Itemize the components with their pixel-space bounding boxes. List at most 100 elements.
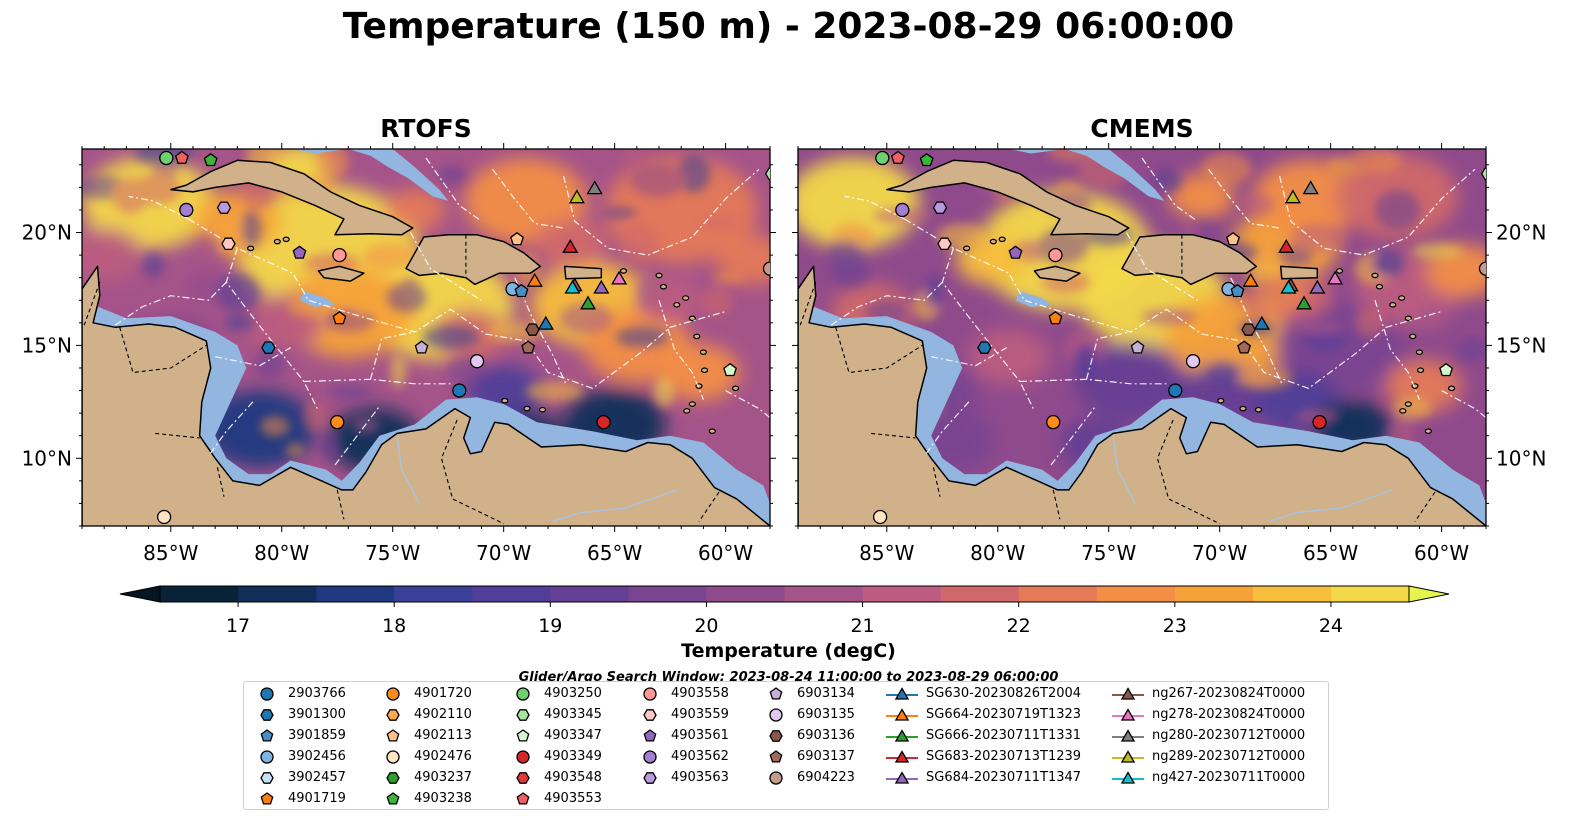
legend-swatch [260, 771, 274, 784]
lon-tick-label: 60°W [1414, 541, 1469, 565]
legend-marker [894, 728, 910, 742]
float-marker-6903137 [1237, 340, 1252, 354]
legend-label: 2903766 [288, 686, 346, 701]
legend-entry: 4901720 [384, 683, 472, 704]
legend-label: 4902110 [414, 707, 472, 722]
legend-swatch [516, 791, 530, 805]
legend: 2903766 3901300 3901859 3902456 3902457 49017… [243, 681, 1329, 810]
legend-marker [1120, 686, 1136, 700]
legend-label: SG684-20230711T1347 [926, 770, 1082, 785]
legend-marker [386, 708, 400, 721]
float-marker-4903558 [1048, 247, 1063, 263]
legend-label: 4903548 [544, 770, 602, 785]
legend-marker [386, 749, 400, 764]
legend-label: 3902456 [288, 749, 346, 764]
lon-tick-label: 75°W [365, 541, 420, 565]
float-marker-4902113 [510, 231, 524, 246]
float-marker-4903238 [203, 152, 218, 167]
legend-entry: SG683-20230713T1239 [886, 746, 1081, 767]
float-marker-6904223 [762, 261, 770, 276]
legend-label: SG683-20230713T1239 [926, 749, 1082, 764]
legend-marker [643, 771, 657, 784]
legend-entry: 4903237 [384, 767, 472, 788]
float-marker-4903561 [1008, 245, 1023, 259]
legend-swatch [260, 686, 274, 701]
float-marker-6904223 [1478, 261, 1486, 276]
glider-marker-SG666-20230711T1331 [1295, 295, 1313, 310]
float-marker-4903561 [292, 245, 307, 259]
legend-label: 4903347 [544, 728, 602, 743]
lat-tick-label: 15°N [22, 333, 72, 357]
legend-marker [516, 749, 530, 764]
legend-marker [516, 708, 530, 721]
legend-label: 4903238 [414, 791, 472, 806]
legend-label: 4903559 [671, 707, 729, 722]
float-marker-4903250 [159, 150, 174, 166]
legend-label: 4903250 [544, 686, 602, 701]
glider-marker-SG683-20230713T1239 [1278, 239, 1295, 253]
float-marker-2903766 [1168, 383, 1183, 398]
legend-entry: 4901719 [258, 788, 346, 809]
legend-marker [260, 791, 274, 805]
legend-swatch [769, 707, 783, 722]
float-marker-4903553 [174, 150, 189, 164]
legend-entry: 6903136 [767, 725, 855, 746]
legend-entry: 4903250 [514, 683, 602, 704]
glider-marker-SG683-20230713T1239 [562, 239, 579, 253]
legend-marker [894, 770, 910, 784]
float-marker-6903134 [414, 340, 429, 354]
float-marker-3901300 [261, 341, 276, 354]
legend-label: SG666-20230711T1331 [926, 728, 1082, 743]
legend-label: 4901720 [414, 686, 472, 701]
legend-entry: 4903347 [514, 725, 602, 746]
legend-entry: 2903766 [258, 683, 346, 704]
glider-marker-SG684-20230711T1347 [1309, 279, 1326, 294]
legend-entry: SG664-20230719T1323 [886, 704, 1081, 725]
float-marker-4903558 [332, 247, 347, 263]
legend-marker [894, 749, 910, 763]
legend-marker [769, 686, 783, 700]
legend-entry: ng278-20230824T0000 [1112, 704, 1305, 725]
legend-swatch [386, 771, 400, 784]
float-marker-6903136 [525, 323, 540, 336]
legend-marker [643, 728, 657, 742]
legend-swatch [516, 749, 530, 764]
float-marker-4901719 [332, 310, 347, 325]
legend-swatch [260, 749, 274, 764]
lon-tick-label: 80°W [254, 541, 309, 565]
glider-marker-ng278-20230824T0000 [611, 270, 628, 285]
legend-marker [643, 708, 657, 721]
float-marker-4903345 [1480, 167, 1486, 181]
legend-marker [516, 771, 530, 784]
legend-swatch [386, 728, 400, 742]
float-marker-4903559 [937, 237, 952, 251]
legend-marker [516, 686, 530, 701]
legend-label: 4903561 [671, 728, 729, 743]
legend-marker [260, 749, 274, 764]
legend-marker [894, 686, 910, 700]
float-marker-4903562 [179, 202, 194, 218]
lon-tick-label: 60°W [698, 541, 753, 565]
legend-marker [516, 728, 530, 742]
legend-swatch [769, 770, 783, 785]
legend-label: ng267-20230824T0000 [1152, 686, 1306, 701]
glider-marker-SG684-20230711T1347 [593, 279, 610, 294]
legend-marker [386, 728, 400, 742]
legend-entry: 4903553 [514, 788, 602, 809]
legend-label: 6903136 [797, 728, 855, 743]
legend-entry: 3901859 [258, 725, 346, 746]
legend-label: ng278-20230824T0000 [1152, 707, 1306, 722]
lon-tick-label: 85°W [859, 541, 914, 565]
legend-label: ng280-20230712T0000 [1152, 728, 1306, 743]
float-marker-4903347 [723, 362, 737, 377]
float-marker-4902113 [1226, 231, 1240, 246]
float-marker-4903238 [919, 152, 934, 167]
legend-entry: 4903559 [641, 704, 729, 725]
float-marker-4903250 [875, 150, 890, 166]
legend-swatch [260, 708, 274, 721]
float-marker-3901859 [514, 283, 529, 298]
float-marker-4903347 [1439, 362, 1453, 377]
legend-marker [1120, 770, 1136, 784]
glider-marker-SG630-20230826T2004 [537, 315, 554, 330]
legend-entry: 4902476 [384, 746, 472, 767]
